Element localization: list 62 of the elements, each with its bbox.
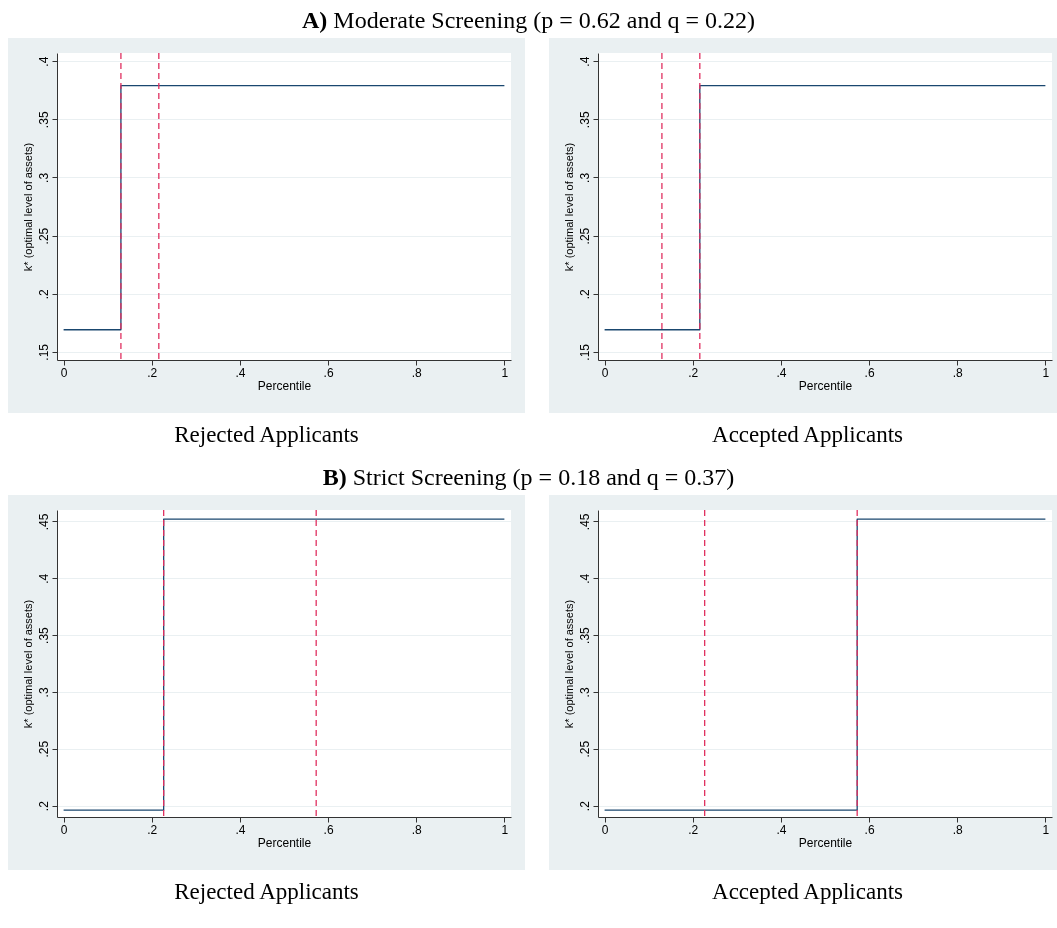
y-tick-label: .35 [577,626,592,644]
y-tick-label: .35 [36,626,51,644]
y-tick-label: .4 [36,56,51,67]
x-tick-label: 0 [601,822,609,837]
y-axis-title: k* (optimal level of assets) [21,599,34,729]
y-axis-title: k* (optimal level of assets) [21,142,34,272]
x-tick-label: 0 [60,365,68,380]
text: Accepted Applicants [711,421,904,449]
y-tick-label: .4 [36,573,51,584]
chart-title: A) Moderate Screening (p = 0.62 and q = 0.22) [301,6,756,35]
y-tick-label: .3 [36,687,51,698]
y-tick-label: .2 [577,800,592,812]
x-tick-label: .4 [235,822,246,837]
y-tick-label: .25 [36,740,51,758]
y-tick-label: .45 [577,513,592,531]
y-tick-label: .3 [577,172,592,183]
text: Rejected Applicants [173,421,360,449]
x-tick-label: .4 [776,365,787,380]
y-axis-title: k* (optimal level of assets) [562,142,575,272]
x-tick-label: .6 [864,365,875,380]
y-tick-label: .35 [36,111,51,129]
x-tick-label: .8 [411,822,423,837]
x-tick-label: .6 [323,822,334,837]
x-tick-label: .4 [235,365,246,380]
y-tick-label: .25 [577,740,592,758]
y-tick-label: .2 [36,288,51,300]
x-axis-title: Percentile [798,835,853,850]
y-tick-label: .15 [577,343,592,361]
x-tick-label: .8 [952,365,964,380]
text: Rejected Applicants [173,878,360,906]
y-tick-label: .4 [577,56,592,67]
x-tick-label: 1 [1042,365,1050,380]
x-axis-title: Percentile [257,378,312,393]
y-axis-title: k* (optimal level of assets) [562,599,575,729]
y-tick-label: .35 [577,111,592,129]
x-tick-label: .8 [411,365,423,380]
y-tick-label: .45 [36,513,51,531]
x-axis-title: Percentile [257,835,312,850]
y-tick-label: .25 [577,227,592,245]
x-tick-label: .6 [323,365,334,380]
y-tick-label: .2 [577,288,592,300]
x-tick-label: .8 [952,822,964,837]
y-tick-label: .25 [36,227,51,245]
text: Accepted Applicants [711,878,904,906]
x-tick-label: 0 [60,822,68,837]
x-axis-title: Percentile [798,378,853,393]
y-tick-label: .4 [577,573,592,584]
y-tick-label: .15 [36,343,51,361]
x-tick-label: 1 [501,822,509,837]
y-tick-label: .2 [36,800,51,812]
x-tick-label: .6 [864,822,875,837]
x-tick-label: .2 [688,365,699,380]
x-tick-label: .2 [688,822,699,837]
x-tick-label: .2 [147,822,158,837]
x-tick-label: .4 [776,822,787,837]
y-tick-label: .3 [36,172,51,183]
chart-title: B) Strict Screening (p = 0.18 and q = 0.37) [321,463,736,492]
x-tick-label: 0 [601,365,609,380]
x-tick-label: 1 [501,365,509,380]
x-tick-label: 1 [1042,822,1050,837]
x-tick-label: .2 [147,365,158,380]
y-tick-label: .3 [577,687,592,698]
